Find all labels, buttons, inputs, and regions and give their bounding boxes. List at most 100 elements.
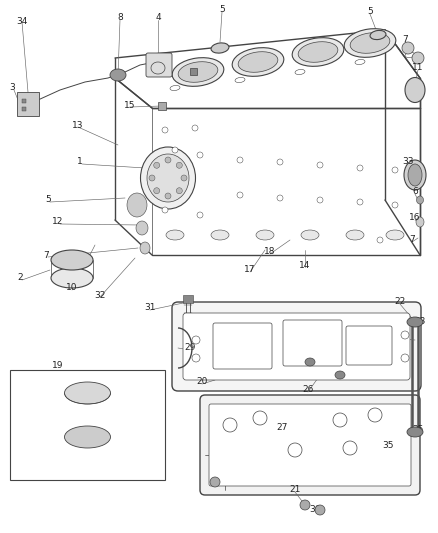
Ellipse shape xyxy=(405,52,415,58)
Text: 22: 22 xyxy=(394,297,406,306)
Circle shape xyxy=(357,165,363,171)
Circle shape xyxy=(223,418,237,432)
Text: 17: 17 xyxy=(244,265,256,274)
Ellipse shape xyxy=(404,160,426,190)
Circle shape xyxy=(277,159,283,165)
Circle shape xyxy=(181,175,187,181)
Bar xyxy=(183,295,193,303)
Circle shape xyxy=(253,411,267,425)
Ellipse shape xyxy=(295,69,305,75)
Circle shape xyxy=(315,505,325,515)
Ellipse shape xyxy=(64,426,110,448)
Ellipse shape xyxy=(298,42,338,62)
Ellipse shape xyxy=(211,43,229,53)
Text: 7: 7 xyxy=(409,236,415,245)
Ellipse shape xyxy=(256,230,274,240)
Circle shape xyxy=(177,188,182,193)
Text: 7: 7 xyxy=(43,251,49,260)
Ellipse shape xyxy=(346,230,364,240)
Ellipse shape xyxy=(370,30,386,39)
Circle shape xyxy=(357,199,363,205)
Bar xyxy=(190,68,197,75)
Bar xyxy=(22,107,26,111)
Circle shape xyxy=(192,336,200,344)
Ellipse shape xyxy=(51,250,93,270)
Ellipse shape xyxy=(136,221,148,235)
Text: 32: 32 xyxy=(94,290,106,300)
FancyBboxPatch shape xyxy=(346,326,392,365)
Ellipse shape xyxy=(344,29,396,58)
Ellipse shape xyxy=(140,242,150,254)
FancyBboxPatch shape xyxy=(172,302,421,391)
Text: 15: 15 xyxy=(124,101,136,109)
Ellipse shape xyxy=(127,193,147,217)
Ellipse shape xyxy=(350,33,390,53)
Circle shape xyxy=(333,413,347,427)
Ellipse shape xyxy=(416,217,424,227)
Ellipse shape xyxy=(402,42,414,54)
FancyBboxPatch shape xyxy=(209,404,411,486)
Ellipse shape xyxy=(386,230,404,240)
Circle shape xyxy=(192,354,200,362)
Circle shape xyxy=(197,152,203,158)
Text: 5: 5 xyxy=(219,5,225,14)
Text: 16: 16 xyxy=(409,214,421,222)
Circle shape xyxy=(149,175,155,181)
Ellipse shape xyxy=(141,147,195,209)
Ellipse shape xyxy=(51,268,93,288)
FancyBboxPatch shape xyxy=(283,320,342,366)
Text: 27: 27 xyxy=(276,424,288,432)
Ellipse shape xyxy=(305,358,315,366)
Text: 23: 23 xyxy=(414,318,426,327)
Ellipse shape xyxy=(292,38,344,66)
Ellipse shape xyxy=(166,230,184,240)
Circle shape xyxy=(177,162,182,168)
Text: 35: 35 xyxy=(382,440,394,449)
Circle shape xyxy=(343,441,357,455)
Ellipse shape xyxy=(407,427,423,437)
Circle shape xyxy=(172,147,178,153)
Circle shape xyxy=(162,207,168,213)
Ellipse shape xyxy=(238,52,278,72)
Bar xyxy=(158,102,166,110)
Text: 33: 33 xyxy=(402,157,414,166)
Text: 9: 9 xyxy=(189,66,195,75)
Ellipse shape xyxy=(147,154,189,202)
Ellipse shape xyxy=(170,85,180,91)
FancyBboxPatch shape xyxy=(146,53,172,77)
Ellipse shape xyxy=(235,77,245,83)
Text: REPAIR  SLEEVE: REPAIR SLEEVE xyxy=(54,459,121,469)
Text: 21: 21 xyxy=(290,486,301,495)
Circle shape xyxy=(192,125,198,131)
Ellipse shape xyxy=(407,317,423,327)
Circle shape xyxy=(154,188,160,193)
Text: 31: 31 xyxy=(144,303,156,312)
Circle shape xyxy=(392,202,398,208)
Circle shape xyxy=(237,192,243,198)
Text: 29: 29 xyxy=(184,343,196,352)
Circle shape xyxy=(368,408,382,422)
Text: 36: 36 xyxy=(309,505,321,514)
Circle shape xyxy=(300,500,310,510)
Ellipse shape xyxy=(178,62,218,82)
Ellipse shape xyxy=(211,230,229,240)
FancyBboxPatch shape xyxy=(17,92,39,116)
Circle shape xyxy=(317,162,323,168)
Circle shape xyxy=(165,193,171,199)
Circle shape xyxy=(210,477,220,487)
Text: 34: 34 xyxy=(16,18,28,27)
Text: 6: 6 xyxy=(412,188,418,197)
Circle shape xyxy=(392,167,398,173)
Text: 13: 13 xyxy=(72,120,84,130)
Ellipse shape xyxy=(64,382,110,404)
Circle shape xyxy=(197,212,203,218)
Ellipse shape xyxy=(172,58,224,86)
Circle shape xyxy=(154,162,160,168)
Text: 1: 1 xyxy=(77,157,83,166)
Text: 7: 7 xyxy=(402,36,408,44)
Ellipse shape xyxy=(110,69,126,81)
Text: 26: 26 xyxy=(302,385,314,394)
Text: 8: 8 xyxy=(117,13,123,22)
Bar xyxy=(22,99,26,103)
Ellipse shape xyxy=(417,196,424,204)
